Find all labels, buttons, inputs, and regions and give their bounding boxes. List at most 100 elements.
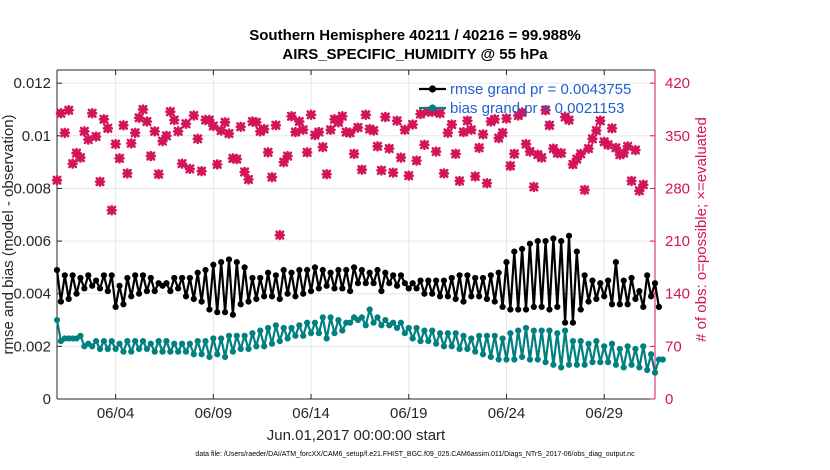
rmse-point bbox=[307, 287, 315, 295]
bias-point bbox=[225, 332, 233, 339]
bias-point bbox=[612, 361, 620, 368]
rmse-point bbox=[620, 277, 627, 284]
rmse-point bbox=[612, 259, 620, 266]
rmse-point bbox=[519, 245, 526, 253]
obs-marker bbox=[161, 130, 172, 141]
rmse-point bbox=[210, 261, 217, 268]
rmse-point bbox=[366, 269, 373, 276]
legend: rmse grand pr = 0.0043755 bias grand pr =… bbox=[419, 81, 631, 117]
rmse-point bbox=[89, 282, 96, 289]
obs-marker bbox=[470, 171, 481, 182]
rmse-point bbox=[374, 266, 381, 274]
bias-point bbox=[276, 337, 283, 345]
rmse-point bbox=[491, 298, 498, 305]
rmse-point bbox=[558, 237, 565, 245]
obs-marker bbox=[571, 153, 583, 165]
obs-marker bbox=[219, 117, 231, 128]
bias-point bbox=[526, 356, 534, 363]
obs-marker bbox=[313, 126, 325, 138]
rmse-point bbox=[261, 293, 268, 300]
bias-point bbox=[167, 348, 174, 355]
obs-marker bbox=[497, 127, 508, 138]
rmse-point bbox=[542, 237, 549, 245]
bias-point bbox=[100, 337, 108, 345]
obs-marker bbox=[548, 143, 559, 154]
rmse-point bbox=[81, 285, 88, 292]
obs-marker bbox=[344, 127, 356, 138]
rmse-point bbox=[163, 280, 170, 287]
obs-marker bbox=[563, 114, 575, 126]
obs-marker bbox=[634, 185, 645, 196]
obs-marker bbox=[567, 159, 579, 170]
rmse-point bbox=[319, 266, 326, 274]
obs-marker bbox=[75, 152, 86, 163]
rmse-point bbox=[347, 287, 354, 295]
rmse-point bbox=[229, 311, 236, 318]
x-tick-label: 06/24 bbox=[488, 405, 526, 422]
rmse-point bbox=[128, 293, 135, 300]
rmse-point bbox=[206, 306, 213, 313]
obs-marker bbox=[184, 163, 196, 175]
bias-point bbox=[128, 348, 135, 355]
bias-point bbox=[382, 316, 389, 324]
obs-marker bbox=[94, 176, 106, 187]
rmse-point bbox=[147, 274, 154, 282]
bias-point bbox=[597, 359, 604, 366]
bias-point bbox=[464, 345, 471, 353]
bias-point bbox=[300, 332, 307, 339]
bias-point bbox=[155, 337, 162, 345]
rmse-point bbox=[292, 293, 299, 300]
obs-marker bbox=[180, 118, 192, 129]
rmse-point bbox=[393, 282, 401, 289]
rmse-point bbox=[343, 266, 350, 274]
x-tick-label: 06/29 bbox=[585, 405, 623, 422]
rmse-point bbox=[487, 272, 494, 279]
bias-point bbox=[628, 361, 635, 368]
bias-point bbox=[577, 337, 584, 345]
bias-point bbox=[139, 337, 147, 345]
obs-marker bbox=[172, 126, 184, 137]
bias-point bbox=[608, 340, 616, 347]
rmse-point bbox=[593, 295, 600, 303]
rmse-point bbox=[444, 293, 451, 300]
obs-marker bbox=[215, 125, 227, 136]
rmse-point bbox=[378, 287, 385, 295]
rmse-point bbox=[417, 277, 424, 284]
obs-marker bbox=[376, 165, 387, 176]
rmse-point bbox=[616, 301, 623, 308]
bias-point bbox=[288, 324, 295, 332]
bias-point bbox=[444, 330, 451, 337]
rmse-point bbox=[311, 264, 319, 271]
rmse-point bbox=[644, 272, 651, 279]
rmse-point bbox=[511, 248, 518, 255]
y-left-tick-label: 0.004 bbox=[13, 286, 51, 303]
rmse-point bbox=[522, 306, 530, 313]
obs-marker bbox=[540, 105, 551, 116]
bias-point bbox=[472, 348, 479, 355]
bias-point bbox=[237, 345, 244, 353]
rmse-point bbox=[233, 259, 240, 266]
rmse-point bbox=[636, 287, 643, 295]
bias-point bbox=[429, 327, 436, 334]
rmse-point bbox=[245, 298, 252, 305]
bias-point bbox=[483, 332, 491, 339]
bias-point bbox=[519, 353, 526, 360]
bias-point bbox=[171, 340, 178, 347]
bias-point bbox=[284, 335, 291, 342]
bias-point bbox=[542, 359, 549, 366]
obs-marker bbox=[51, 174, 63, 186]
rmse-point bbox=[198, 298, 205, 305]
bias-point bbox=[487, 353, 494, 360]
x-tick-label: 06/09 bbox=[195, 405, 233, 422]
obs-marker bbox=[305, 109, 317, 120]
rmse-point bbox=[237, 301, 244, 308]
bias-point bbox=[436, 330, 444, 337]
obs-marker bbox=[579, 184, 590, 196]
series-rmse bbox=[53, 232, 663, 326]
obs-marker bbox=[251, 117, 262, 128]
y-right-tick-label: 280 bbox=[665, 180, 690, 197]
rmse-point bbox=[608, 301, 616, 308]
bias-point bbox=[268, 340, 276, 347]
rmse-point bbox=[460, 298, 467, 305]
y-right-tick-label: 70 bbox=[665, 338, 682, 355]
